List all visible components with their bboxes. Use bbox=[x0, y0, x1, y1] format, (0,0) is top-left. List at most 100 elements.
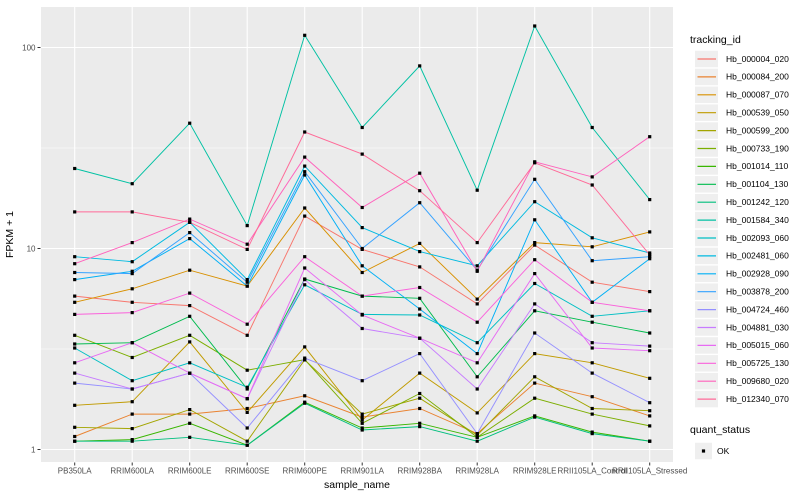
data-point bbox=[303, 394, 307, 398]
legend-label: Hb_012340_070 bbox=[726, 394, 789, 404]
legend-label: Hb_001584_340 bbox=[726, 215, 789, 225]
legend-item: Hb_000004_020 bbox=[695, 50, 789, 68]
data-point bbox=[188, 361, 192, 365]
data-point bbox=[590, 175, 594, 179]
legend-item: Hb_004881_030 bbox=[695, 319, 789, 336]
data-point bbox=[475, 375, 479, 379]
x-tick-label: RRIM901LA bbox=[340, 467, 384, 476]
data-point bbox=[590, 259, 594, 263]
data-point bbox=[360, 152, 364, 156]
data-point bbox=[475, 241, 479, 245]
data-point bbox=[360, 270, 364, 275]
legend-item: Hb_001584_340 bbox=[695, 211, 789, 229]
data-point bbox=[648, 198, 652, 202]
legend-item: Hb_000084_200 bbox=[695, 68, 789, 86]
data-point bbox=[245, 406, 249, 411]
data-point bbox=[73, 439, 77, 443]
legend-item: Hb_000733_190 bbox=[695, 140, 789, 157]
data-point bbox=[73, 381, 77, 385]
data-point bbox=[303, 266, 307, 270]
data-point bbox=[475, 439, 479, 443]
legend-label: Hb_000087_070 bbox=[726, 90, 789, 100]
data-point bbox=[130, 241, 134, 245]
data-point bbox=[475, 387, 479, 391]
quant-legend-title: quant_status bbox=[690, 424, 750, 436]
data-point bbox=[130, 260, 134, 264]
data-point bbox=[418, 171, 422, 175]
data-point bbox=[648, 409, 652, 413]
legend-label: Hb_004881_030 bbox=[726, 322, 789, 332]
data-point bbox=[188, 121, 192, 125]
data-point bbox=[73, 312, 77, 316]
data-point bbox=[475, 435, 479, 439]
data-point bbox=[533, 218, 537, 222]
x-tick-label: RRIM928BA bbox=[397, 467, 442, 476]
data-point bbox=[418, 201, 422, 205]
data-point bbox=[73, 342, 77, 346]
data-point bbox=[533, 309, 537, 313]
legend-item: Hb_000599_200 bbox=[695, 122, 789, 139]
data-point bbox=[73, 403, 77, 407]
legend-label: Hb_001242_120 bbox=[726, 197, 789, 207]
data-point bbox=[188, 412, 192, 416]
data-point bbox=[360, 326, 364, 331]
x-tick-label: RRIM928LE bbox=[513, 467, 557, 476]
data-point bbox=[360, 246, 364, 251]
panel-background bbox=[41, 7, 673, 462]
data-point bbox=[130, 439, 134, 443]
legend-item: Hb_000539_050 bbox=[695, 104, 789, 121]
data-point bbox=[648, 424, 652, 428]
data-point bbox=[130, 210, 134, 214]
data-point bbox=[130, 300, 134, 304]
data-point bbox=[590, 183, 594, 187]
legend-label: Hb_002481_060 bbox=[726, 251, 789, 261]
data-point bbox=[418, 189, 422, 193]
data-point bbox=[475, 411, 479, 415]
data-point bbox=[130, 427, 134, 431]
data-point bbox=[303, 278, 307, 282]
data-point bbox=[418, 336, 422, 340]
legend-item: Hb_005015_060 bbox=[695, 337, 789, 354]
legend-item: Hb_009680_020 bbox=[695, 372, 789, 390]
data-point bbox=[188, 371, 192, 375]
data-point bbox=[418, 406, 422, 411]
x-tick-label: RRIM928LA bbox=[455, 467, 499, 476]
data-point bbox=[245, 280, 249, 284]
data-point bbox=[245, 439, 249, 443]
data-point bbox=[130, 269, 134, 273]
y-tick-label: 1 bbox=[31, 445, 36, 454]
data-point bbox=[73, 262, 77, 266]
data-point bbox=[533, 415, 537, 419]
data-point bbox=[73, 346, 77, 350]
data-point bbox=[648, 135, 652, 139]
data-point bbox=[360, 421, 364, 425]
legend-item: Hb_012340_070 bbox=[695, 390, 789, 408]
data-point bbox=[648, 230, 652, 234]
data-point bbox=[418, 265, 422, 269]
data-point bbox=[245, 368, 249, 372]
data-point bbox=[360, 264, 364, 268]
data-point bbox=[303, 164, 307, 168]
data-point bbox=[360, 226, 364, 230]
data-point bbox=[245, 426, 249, 430]
data-point bbox=[418, 307, 422, 311]
data-point bbox=[418, 296, 422, 300]
legend-item: Hb_001014_110 bbox=[695, 158, 789, 175]
data-point bbox=[648, 251, 652, 255]
data-point bbox=[188, 421, 192, 425]
data-point bbox=[303, 214, 307, 218]
data-point bbox=[73, 210, 77, 214]
data-point bbox=[418, 371, 422, 375]
data-point bbox=[533, 243, 537, 247]
data-point bbox=[475, 361, 479, 365]
x-tick-label: PB350LA bbox=[58, 467, 92, 476]
data-point bbox=[360, 415, 364, 419]
data-point bbox=[648, 401, 652, 405]
data-point bbox=[130, 287, 134, 291]
data-point bbox=[130, 379, 134, 383]
legend-item: Hb_005725_130 bbox=[695, 355, 789, 372]
data-point bbox=[590, 432, 594, 436]
data-point bbox=[188, 231, 192, 235]
y-axis-title: FPKM + 1 bbox=[4, 211, 16, 258]
